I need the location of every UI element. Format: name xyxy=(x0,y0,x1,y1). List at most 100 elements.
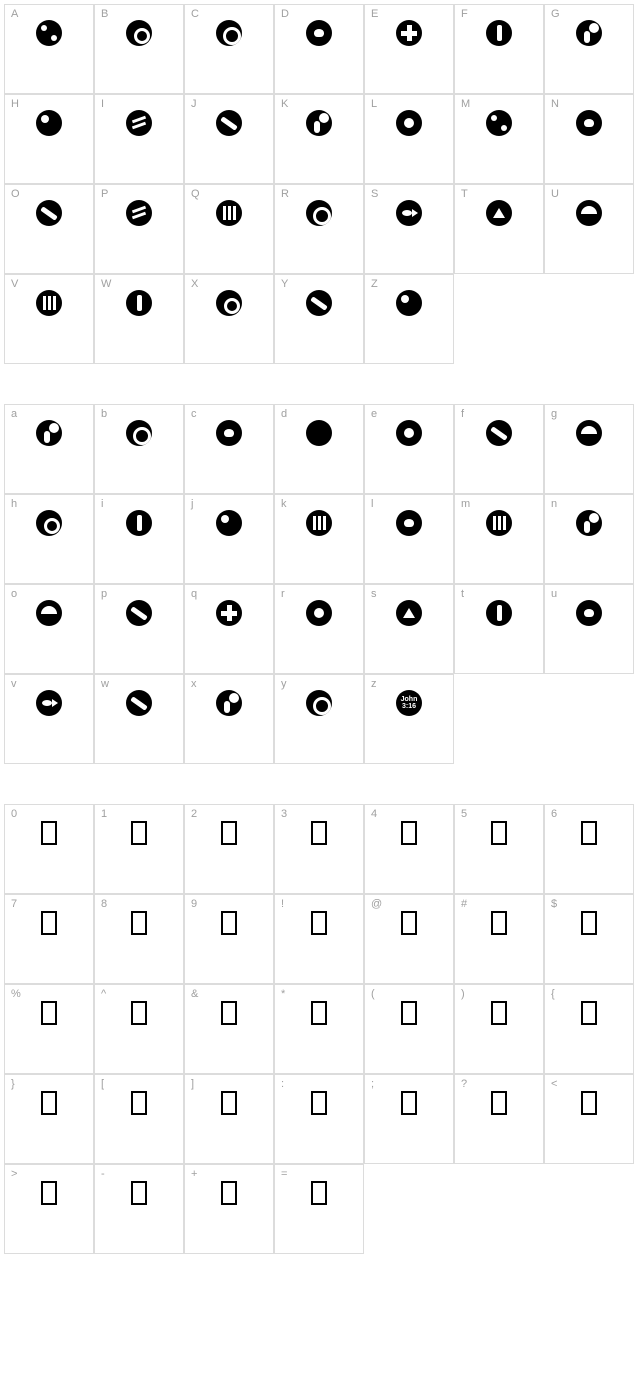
glyph-cell[interactable]: 9 xyxy=(184,894,274,984)
glyph-cell[interactable]: ? xyxy=(454,1074,544,1164)
circle-glyph-icon xyxy=(306,200,332,226)
glyph-cell[interactable]: s xyxy=(364,584,454,674)
glyph-cell[interactable]: - xyxy=(94,1164,184,1254)
glyph-label: D xyxy=(281,9,289,20)
glyph-cell[interactable]: j xyxy=(184,494,274,584)
glyph-cell[interactable]: J xyxy=(184,94,274,184)
glyph-cell[interactable]: P xyxy=(94,184,184,274)
glyph-cell[interactable]: k xyxy=(274,494,364,584)
notdef-glyph-icon xyxy=(41,1091,57,1115)
glyph-cell[interactable]: @ xyxy=(364,894,454,984)
notdef-glyph-icon xyxy=(131,1001,147,1025)
glyph-preview xyxy=(125,509,153,537)
glyph-cell[interactable]: b xyxy=(94,404,184,494)
glyph-cell[interactable]: 2 xyxy=(184,804,274,894)
glyph-cell[interactable]: Z xyxy=(364,274,454,364)
notdef-glyph-icon xyxy=(581,1091,597,1115)
glyph-cell[interactable]: ! xyxy=(274,894,364,984)
circle-glyph-icon xyxy=(576,20,602,46)
glyph-cell[interactable]: # xyxy=(454,894,544,984)
glyph-cell[interactable]: > xyxy=(4,1164,94,1254)
glyph-cell[interactable]: T xyxy=(454,184,544,274)
glyph-cell[interactable]: S xyxy=(364,184,454,274)
glyph-cell[interactable]: E xyxy=(364,4,454,94)
glyph-cell[interactable]: ; xyxy=(364,1074,454,1164)
glyph-cell[interactable]: U xyxy=(544,184,634,274)
glyph-cell[interactable]: * xyxy=(274,984,364,1074)
glyph-cell[interactable]: m xyxy=(454,494,544,584)
glyph-cell[interactable]: A xyxy=(4,4,94,94)
glyph-cell[interactable]: M xyxy=(454,94,544,184)
glyph-cell[interactable]: < xyxy=(544,1074,634,1164)
glyph-cell[interactable]: Q xyxy=(184,184,274,274)
glyph-cell[interactable]: t xyxy=(454,584,544,674)
glyph-cell[interactable]: ( xyxy=(364,984,454,1074)
glyph-cell[interactable]: h xyxy=(4,494,94,584)
glyph-cell[interactable]: q xyxy=(184,584,274,674)
glyph-cell[interactable]: I xyxy=(94,94,184,184)
glyph-cell[interactable]: O xyxy=(4,184,94,274)
glyph-cell[interactable]: C xyxy=(184,4,274,94)
glyph-cell[interactable]: 7 xyxy=(4,894,94,984)
glyph-cell[interactable]: L xyxy=(364,94,454,184)
glyph-preview xyxy=(125,689,153,717)
glyph-cell[interactable]: D xyxy=(274,4,364,94)
glyph-cell[interactable]: F xyxy=(454,4,544,94)
glyph-cell[interactable]: u xyxy=(544,584,634,674)
glyph-cell[interactable]: W xyxy=(94,274,184,364)
glyph-preview xyxy=(35,999,63,1027)
glyph-cell[interactable]: X xyxy=(184,274,274,364)
glyph-cell[interactable]: Y xyxy=(274,274,364,364)
glyph-cell[interactable]: n xyxy=(544,494,634,584)
glyph-cell[interactable]: g xyxy=(544,404,634,494)
glyph-label: ( xyxy=(371,989,375,1000)
glyph-cell[interactable]: o xyxy=(4,584,94,674)
notdef-glyph-icon xyxy=(401,821,417,845)
glyph-cell[interactable]: [ xyxy=(94,1074,184,1164)
glyph-cell[interactable]: x xyxy=(184,674,274,764)
glyph-cell[interactable]: r xyxy=(274,584,364,674)
glyph-cell[interactable]: l xyxy=(364,494,454,584)
glyph-cell[interactable]: : xyxy=(274,1074,364,1164)
glyph-cell[interactable]: + xyxy=(184,1164,274,1254)
circle-glyph-icon xyxy=(396,600,422,626)
glyph-cell[interactable]: { xyxy=(544,984,634,1074)
glyph-cell[interactable]: 0 xyxy=(4,804,94,894)
glyph-cell[interactable]: i xyxy=(94,494,184,584)
glyph-cell[interactable]: e xyxy=(364,404,454,494)
glyph-cell[interactable]: ] xyxy=(184,1074,274,1164)
glyph-cell[interactable]: ) xyxy=(454,984,544,1074)
glyph-cell[interactable]: a xyxy=(4,404,94,494)
glyph-cell[interactable]: B xyxy=(94,4,184,94)
glyph-cell[interactable]: y xyxy=(274,674,364,764)
glyph-cell[interactable]: = xyxy=(274,1164,364,1254)
glyph-cell[interactable]: G xyxy=(544,4,634,94)
glyph-label: 3 xyxy=(281,809,287,820)
glyph-cell[interactable]: V xyxy=(4,274,94,364)
glyph-cell[interactable]: 6 xyxy=(544,804,634,894)
glyph-cell[interactable]: N xyxy=(544,94,634,184)
glyph-cell[interactable]: & xyxy=(184,984,274,1074)
glyph-cell[interactable]: K xyxy=(274,94,364,184)
glyph-cell[interactable]: f xyxy=(454,404,544,494)
glyph-cell[interactable]: 4 xyxy=(364,804,454,894)
glyph-cell[interactable]: 3 xyxy=(274,804,364,894)
glyph-cell[interactable]: ^ xyxy=(94,984,184,1074)
glyph-cell[interactable]: % xyxy=(4,984,94,1074)
glyph-cell[interactable]: 5 xyxy=(454,804,544,894)
glyph-cell[interactable]: R xyxy=(274,184,364,274)
glyph-cell[interactable]: d xyxy=(274,404,364,494)
glyph-cell[interactable]: p xyxy=(94,584,184,674)
glyph-cell[interactable]: H xyxy=(4,94,94,184)
glyph-cell[interactable]: } xyxy=(4,1074,94,1164)
glyph-cell[interactable]: w xyxy=(94,674,184,764)
glyph-cell[interactable]: v xyxy=(4,674,94,764)
circle-glyph-icon xyxy=(36,110,62,136)
glyph-cell[interactable]: $ xyxy=(544,894,634,984)
glyph-cell[interactable]: 1 xyxy=(94,804,184,894)
glyph-preview xyxy=(485,509,513,537)
glyph-cell[interactable]: 8 xyxy=(94,894,184,984)
circle-glyph-icon xyxy=(36,20,62,46)
glyph-cell[interactable]: c xyxy=(184,404,274,494)
glyph-cell[interactable]: zJohn 3:16 xyxy=(364,674,454,764)
